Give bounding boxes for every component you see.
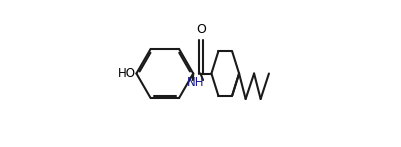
Text: NH: NH xyxy=(187,76,205,89)
Text: HO: HO xyxy=(118,67,136,80)
Text: O: O xyxy=(196,23,206,36)
